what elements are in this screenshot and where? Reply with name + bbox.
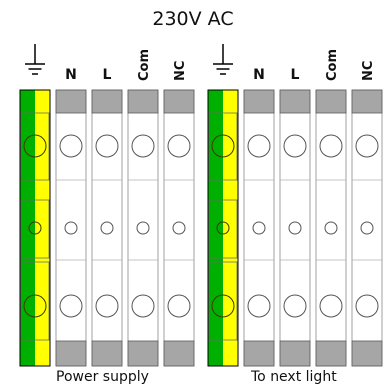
terminal-l-1: L	[91, 67, 123, 367]
terminal-label: N	[253, 67, 265, 83]
terminal-label: Com	[325, 49, 340, 81]
terminal-label: NC	[361, 61, 376, 81]
terminal-l-2: L	[279, 67, 311, 367]
screw-hole	[360, 221, 374, 235]
terminal-bottom-cap	[279, 340, 311, 367]
terminal-top-cap	[243, 89, 275, 114]
screw-hole	[100, 221, 114, 235]
screw-hole	[324, 221, 338, 235]
screw-hole	[167, 294, 191, 318]
earth-ground-icon	[25, 44, 45, 75]
screw-hole	[172, 221, 186, 235]
terminal-top-cap	[279, 89, 311, 114]
earth-cell-outline	[20, 261, 50, 341]
terminal-bottom-cap	[163, 340, 195, 367]
terminal-bottom-cap	[91, 340, 123, 367]
screw-hole	[283, 294, 307, 318]
screw-hole	[167, 134, 191, 158]
terminal-n-1: N	[55, 67, 87, 367]
screw-hole	[211, 294, 235, 318]
terminal-bottom-cap	[315, 340, 347, 367]
terminal-top-cap	[163, 89, 195, 114]
screw-hole	[59, 134, 83, 158]
terminal-outline	[207, 89, 239, 367]
screw-hole	[131, 294, 155, 318]
screw-hole	[28, 221, 42, 235]
screw-hole	[319, 134, 343, 158]
earth-stripe-green	[208, 90, 223, 366]
terminal-top-cap	[127, 89, 159, 114]
terminal-label: Com	[137, 49, 152, 81]
screw-hole	[211, 134, 235, 158]
screw-hole	[283, 134, 307, 158]
screw-hole	[64, 221, 78, 235]
earth-stripe-yellow	[223, 90, 238, 366]
terminal-top-cap	[351, 89, 383, 114]
screw-hole	[59, 294, 83, 318]
terminal-label: L	[103, 67, 112, 83]
screw-hole	[355, 294, 379, 318]
diagram-title: 230V AC	[152, 8, 234, 30]
terminal-com-1: Com	[127, 49, 159, 367]
screw-hole	[288, 221, 302, 235]
earth-stripe-green	[20, 90, 35, 366]
caption-to-next-light: To next light	[251, 369, 337, 385]
terminal-nc-1: NC	[163, 61, 195, 367]
earth-cell-outline	[208, 199, 238, 259]
screw-hole	[247, 134, 271, 158]
terminal-bottom-cap	[243, 340, 275, 367]
screw-hole	[136, 221, 150, 235]
terminal-top-cap	[315, 89, 347, 114]
screw-hole	[252, 221, 266, 235]
caption-power-supply: Power supply	[56, 369, 149, 385]
terminal-outline	[19, 89, 51, 367]
screw-hole	[319, 294, 343, 318]
terminal-bottom-cap	[55, 340, 87, 367]
terminal-top-cap	[55, 89, 87, 114]
terminal-label: NC	[173, 61, 188, 81]
terminal-bottom-cap	[127, 340, 159, 367]
terminal-bottom-cap	[351, 340, 383, 367]
terminal-top-cap	[91, 89, 123, 114]
terminal-label: N	[65, 67, 77, 83]
earth-cell-outline	[20, 199, 50, 259]
screw-hole	[247, 294, 271, 318]
screw-hole	[355, 134, 379, 158]
screw-hole	[95, 134, 119, 158]
terminal-label: L	[291, 67, 300, 83]
earth-stripe-yellow	[35, 90, 50, 366]
terminal-earth-2	[207, 44, 239, 367]
earth-cell-outline	[208, 112, 238, 181]
screw-hole	[23, 134, 47, 158]
earth-cell-outline	[208, 261, 238, 341]
screw-hole	[131, 134, 155, 158]
terminal-n-2: N	[243, 67, 275, 367]
terminal-earth-1	[19, 44, 51, 367]
screw-hole	[216, 221, 230, 235]
earth-cell-outline	[20, 112, 50, 181]
screw-hole	[95, 294, 119, 318]
screw-hole	[23, 294, 47, 318]
earth-ground-icon	[213, 44, 233, 75]
terminal-nc-2: NC	[351, 61, 383, 367]
terminal-com-2: Com	[315, 49, 347, 367]
